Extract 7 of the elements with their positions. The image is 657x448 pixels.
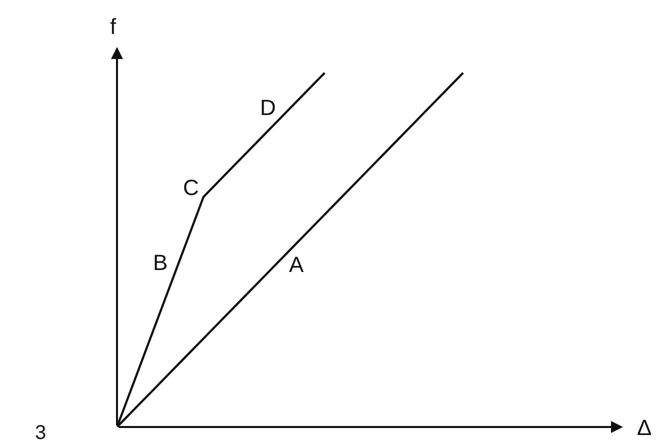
annotation: D [260, 95, 276, 120]
annotation: B [153, 250, 168, 275]
series-label: A [289, 252, 304, 277]
annotation: C [183, 175, 199, 200]
text: 3 [35, 422, 46, 444]
y-axis-title: f [110, 14, 117, 39]
text: Δ [637, 415, 652, 440]
